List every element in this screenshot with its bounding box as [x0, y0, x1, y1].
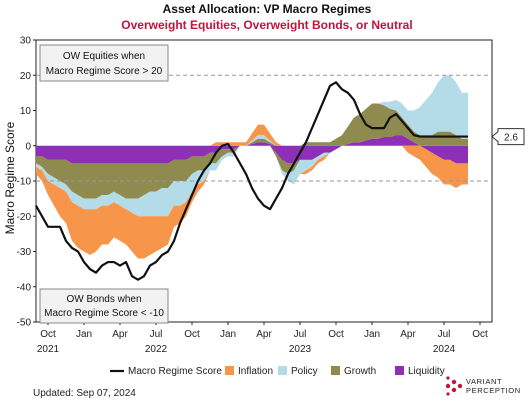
last-value-callout-box — [491, 128, 525, 146]
updated-date: Updated: Sep 07, 2024 — [33, 388, 136, 399]
area-policy-negative — [36, 145, 468, 217]
y-tick-label: 10 — [20, 106, 32, 117]
brand-name-line2: PERCEPTION — [466, 386, 521, 395]
score-line-group — [35, 81, 468, 281]
x-tick-label: Apr — [112, 329, 128, 340]
x-tick-label: Oct — [472, 329, 488, 340]
x-tick-label: Jul — [150, 329, 163, 340]
x-tick-label: Jan — [364, 329, 380, 340]
chart-title: Asset Allocation: VP Macro Regimes — [163, 2, 372, 16]
last-value-label: 2.6 — [504, 133, 518, 144]
brand-name-line1: VARIANT — [466, 377, 502, 386]
y-tick-label: 30 — [20, 36, 32, 47]
score-line — [35, 81, 468, 281]
y-tick-label: -40 — [17, 282, 32, 293]
legend-label-score: Macro Regime Score — [128, 366, 222, 377]
x-tick-label: Jul — [294, 329, 307, 340]
legend-label-policy: Policy — [291, 366, 318, 377]
last-value-callout: 2.6 — [491, 128, 525, 146]
threshold-lines — [36, 74, 492, 182]
legend-swatch-growth — [331, 366, 340, 375]
x-tick-label: Oct — [328, 329, 344, 340]
stacked-areas — [36, 75, 468, 259]
x-year-label: 2021 — [37, 344, 60, 355]
x-tick-label: Jan — [220, 329, 236, 340]
annotation-equities-line2-text: Macro Regime Score > 20 — [46, 66, 163, 77]
legend-swatch-policy — [278, 366, 287, 375]
annotation-overweight-equities: OW Equities when Macro Regime Score < -1… — [39, 44, 169, 82]
legend-item-policy: Policy — [278, 366, 318, 377]
x-tick-label: Oct — [184, 329, 200, 340]
y-tick-label: -30 — [17, 247, 32, 258]
x-year-label: 2022 — [145, 344, 168, 355]
brand-mark-icon — [445, 376, 463, 396]
chart-subtitle: Overweight Equities, Overweight Bonds, o… — [121, 18, 412, 32]
x-tick-label: Jul — [438, 329, 451, 340]
legend-label-liquidity: Liquidity — [408, 366, 445, 377]
y-tick-label: -50 — [17, 318, 32, 329]
y-tick-label: 0 — [25, 141, 31, 152]
x-tick-label: Apr — [256, 329, 272, 340]
x-year-label: 2023 — [289, 344, 312, 355]
annotation-overweight-bonds: OW Bonds when Macro Regime Score < -10 — [39, 288, 169, 324]
legend-label-growth: Growth — [344, 366, 376, 377]
legend-label-inflation: Inflation — [238, 366, 273, 377]
area-inflation-negative — [36, 145, 468, 259]
legend-item-growth: Growth — [331, 366, 376, 377]
y-axis-label: Macro Regime Score — [3, 121, 17, 234]
x-axis-ticks: Oct 2021 Jan Apr Jul 2022 Oct Jan Apr Jul 2023 Oct J… — [37, 322, 488, 355]
x-tick-label: Jan — [76, 329, 92, 340]
brand-logo: VARIANT PERCEPTION — [445, 376, 521, 396]
area-growth-positive — [36, 103, 468, 146]
area-liquidity-negative — [36, 145, 468, 164]
legend-item-inflation: Inflation — [225, 366, 273, 377]
x-year-label: 2024 — [433, 344, 456, 355]
annotation-bonds-line1: OW Bonds when — [66, 294, 141, 305]
legend-swatch-inflation — [225, 366, 234, 375]
area-growth-negative — [36, 145, 468, 199]
y-tick-label: 20 — [20, 71, 32, 82]
y-axis-ticks: -50 -40 -30 -20 -10 0 10 20 30 — [17, 36, 36, 329]
legend-item-score: Macro Regime Score — [110, 366, 222, 377]
annotation-equities-line1: OW Equities when — [63, 51, 145, 62]
y-tick-label: -20 — [17, 212, 32, 223]
annotation-bonds-line2: Macro Regime Score < -10 — [44, 308, 164, 319]
area-liquidity-positive — [36, 135, 468, 146]
y-tick-label: -10 — [17, 177, 32, 188]
x-tick-label: Oct — [40, 329, 56, 340]
legend-item-liquidity: Liquidity — [395, 366, 445, 377]
x-tick-label: Apr — [400, 329, 416, 340]
legend: Macro Regime Score Inflation Policy Growth L… — [110, 366, 445, 377]
legend-swatch-liquidity — [395, 366, 404, 375]
